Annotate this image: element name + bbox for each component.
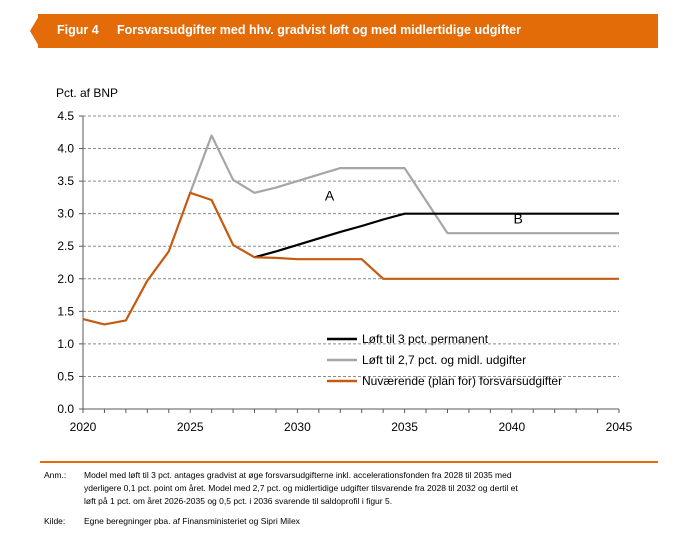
x-tick-label: 2045 — [606, 420, 633, 434]
series-line-0 — [254, 212, 619, 259]
y-tick-label: 2.5 — [57, 239, 74, 253]
legend-label: Løft til 3 pct. permanent — [362, 332, 489, 346]
x-tick-label: 2040 — [498, 420, 525, 434]
kilde-text: Egne beregninger pba. af Finansministeri… — [84, 516, 300, 526]
anm-label: Anm.: — [44, 470, 67, 480]
grid-lines — [83, 115, 619, 377]
y-tick-label: 3.5 — [57, 174, 74, 188]
notes-divider — [40, 461, 658, 463]
y-tick-labels: 0.0 0.5 1.0 1.5 2.0 2.5 3.0 3.5 4.0 4.5 — [57, 109, 74, 416]
axes — [79, 115, 620, 413]
annotation-label: A — [325, 188, 335, 204]
kilde-label: Kilde: — [44, 516, 66, 526]
y-tick-label: 2.0 — [57, 272, 74, 286]
anm-line: yderligere 0,1 pct. point om året. Model… — [84, 483, 518, 493]
figure-banner — [38, 14, 658, 48]
y-tick-label: 0.5 — [57, 369, 74, 383]
x-tick-label: 2035 — [391, 420, 418, 434]
line-chart: 0.00.51.01.52.02.53.03.54.04.5 2020 2025 2… — [56, 86, 633, 434]
y-axis-label: Pct. af BNP — [56, 86, 118, 100]
x-tick-label: 2025 — [177, 420, 204, 434]
anm-line: løft på 1 pct. om året 2026-2035 og 0,5 … — [84, 496, 393, 506]
x-tick-label: 2030 — [284, 420, 311, 434]
anm-text: Model med løft til 3 pct. antages gradvi… — [84, 469, 664, 508]
y-tick-label: 1.5 — [57, 304, 74, 318]
x-tick-labels: 2020 2025 2030 2035 2040 2045 — [70, 420, 633, 434]
x-tick-label: 2020 — [70, 420, 97, 434]
y-tick-label: 1.0 — [57, 337, 74, 351]
y-tick-label: 3.0 — [57, 207, 74, 221]
legend-label: Løft til 2,7 pct. og midl. udgifter — [362, 353, 526, 367]
anm-line: Model med løft til 3 pct. antages gradvi… — [84, 470, 512, 480]
legend: Løft til 3 pct. permanent Løft til 2,7 pc… — [327, 332, 562, 388]
annotation-label: B — [514, 210, 523, 226]
y-tick-label: 4.0 — [57, 142, 74, 156]
figure-title: Forsvarsudgifter med hhv. gradvist løft … — [117, 23, 521, 37]
figure-label: Figur 4 — [57, 23, 99, 37]
series-line-1 — [189, 134, 619, 235]
y-tick-label: 0.0 — [57, 402, 74, 416]
series-lines — [82, 134, 619, 326]
series-line-2 — [82, 191, 619, 326]
legend-label: Nuværende (plan for) forsvarsudgifter — [362, 374, 562, 388]
banner-tab — [30, 14, 40, 48]
y-tick-label: 4.5 — [57, 109, 74, 123]
annotations: AB — [325, 188, 523, 227]
